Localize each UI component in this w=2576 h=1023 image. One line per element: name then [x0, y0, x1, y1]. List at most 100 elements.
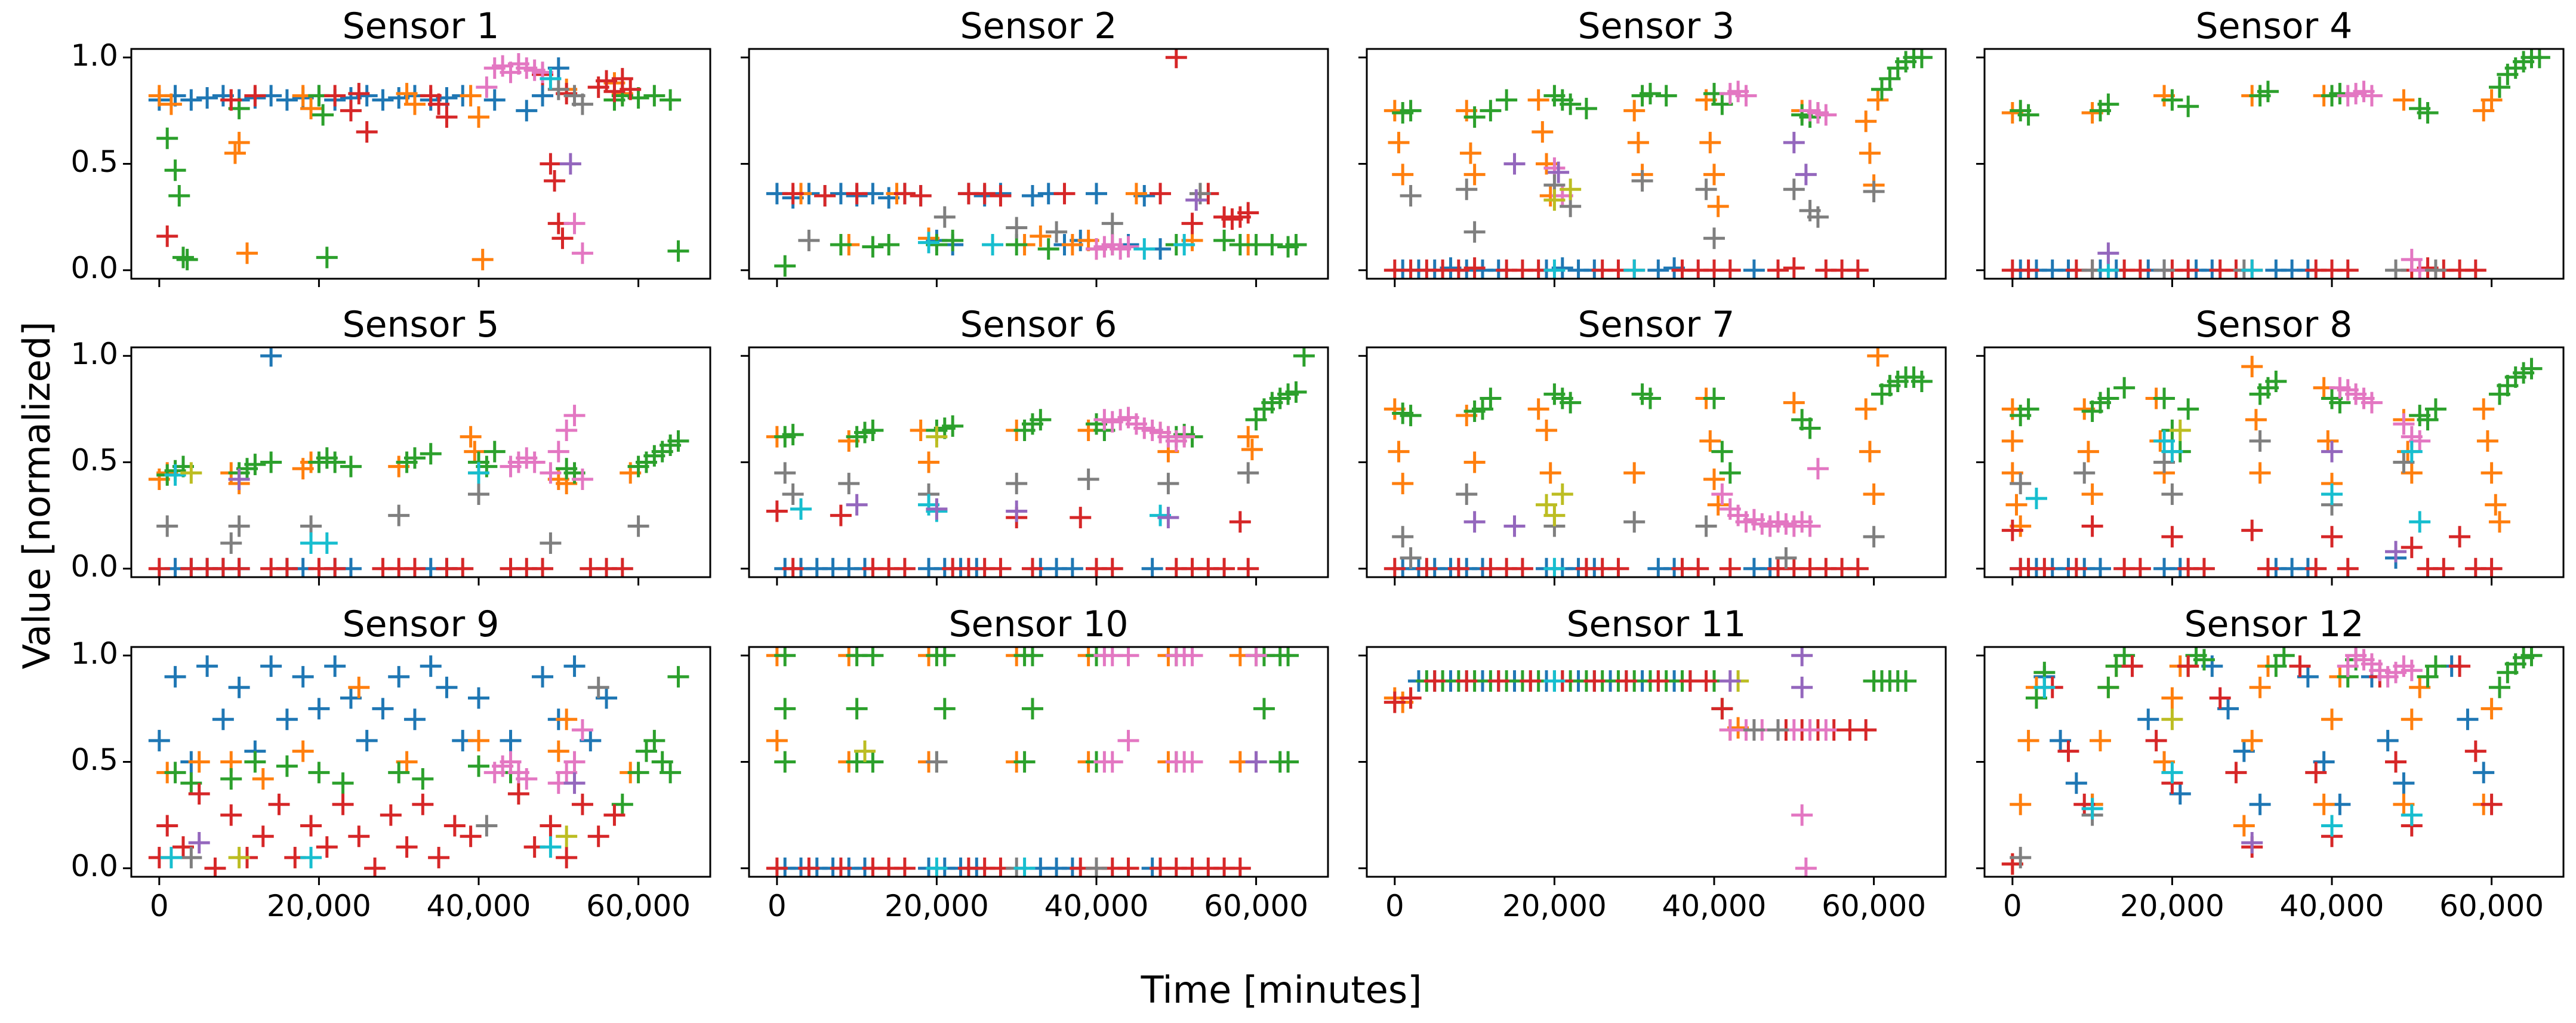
data-point	[2209, 687, 2231, 709]
series-pink	[2329, 377, 2431, 452]
data-point	[2401, 537, 2423, 559]
data-point	[1117, 729, 1139, 751]
data-point	[1061, 557, 1083, 577]
data-point	[838, 473, 860, 495]
series-gray	[2010, 430, 2415, 516]
data-point	[1185, 189, 1207, 211]
data-point	[1141, 557, 1163, 577]
data-point	[660, 89, 682, 111]
data-point	[2257, 81, 2279, 103]
data-point	[2097, 676, 2119, 698]
data-point	[220, 804, 242, 826]
data-point	[2481, 793, 2503, 815]
data-point	[926, 751, 948, 773]
data-point	[292, 740, 314, 762]
data-point	[2377, 729, 2399, 751]
data-point	[1855, 719, 1877, 741]
data-point	[420, 655, 442, 677]
data-point	[1859, 440, 1881, 463]
data-point	[2424, 655, 2446, 677]
data-point	[1791, 647, 1813, 667]
series-purple	[1185, 189, 1207, 211]
data-point	[1037, 238, 1059, 260]
panel-sensor-2: Sensor 2	[741, 5, 1329, 287]
panel-title: Sensor 10	[948, 603, 1128, 645]
data-point	[1863, 180, 1885, 202]
data-point	[1117, 236, 1139, 258]
data-point	[156, 127, 178, 149]
data-point	[2249, 430, 2271, 452]
data-point	[1655, 85, 1677, 107]
data-point	[1615, 670, 1637, 692]
panel-sensor-8: Sensor 8	[1976, 304, 2565, 586]
data-point	[1623, 100, 1646, 122]
plot-area	[766, 647, 1299, 877]
panel-sensor-6: Sensor 6	[741, 304, 1329, 586]
data-point	[1575, 97, 1597, 119]
y-tick-label: 0.5	[70, 144, 118, 179]
data-point	[156, 815, 178, 837]
data-point	[540, 532, 562, 554]
data-point	[1719, 462, 1741, 484]
data-point	[2424, 398, 2446, 420]
data-point	[468, 483, 489, 505]
series-green	[156, 430, 689, 486]
data-point	[228, 131, 250, 153]
data-point	[468, 687, 489, 709]
data-point	[196, 655, 218, 677]
series-orange	[1383, 89, 1889, 217]
data-point	[1245, 647, 1267, 667]
data-point	[790, 498, 812, 520]
series-pink	[1086, 233, 1139, 260]
data-point	[2065, 772, 2087, 794]
data-point	[168, 184, 190, 207]
data-point	[276, 708, 298, 731]
data-point	[2033, 557, 2056, 577]
data-point	[2321, 708, 2343, 731]
data-point	[846, 494, 868, 516]
data-point	[2464, 259, 2486, 279]
data-point	[188, 751, 210, 773]
plot-area	[1383, 347, 1933, 577]
data-point	[1543, 557, 1566, 577]
data-point	[830, 233, 852, 255]
series-purple	[559, 153, 581, 175]
data-point	[1911, 371, 1933, 393]
data-point	[1487, 670, 1509, 692]
series-pink	[500, 405, 593, 491]
data-point	[2097, 242, 2119, 264]
data-point	[1400, 405, 1422, 427]
data-point	[1086, 857, 1107, 877]
data-point	[2449, 526, 2471, 548]
series-pink	[1093, 406, 1195, 452]
series-red	[782, 49, 1259, 260]
data-point	[1021, 647, 1043, 667]
data-point	[1277, 647, 1299, 667]
series-cyan	[926, 857, 1036, 877]
data-point	[862, 647, 884, 667]
data-point	[1695, 515, 1717, 537]
series-gray	[180, 676, 609, 868]
data-point	[563, 751, 586, 773]
data-point	[1463, 106, 1486, 128]
data-point	[1560, 392, 1582, 414]
data-point	[2241, 831, 2263, 853]
data-point	[2393, 89, 2415, 111]
data-point	[1456, 178, 1478, 201]
data-point	[559, 153, 581, 175]
y-tick-label: 0.0	[70, 849, 118, 883]
series-cyan	[540, 67, 562, 90]
data-point	[2449, 655, 2471, 677]
data-point	[1703, 469, 1725, 491]
data-point	[476, 76, 498, 98]
data-point	[1539, 462, 1561, 484]
data-point	[220, 532, 242, 554]
data-point	[220, 89, 242, 111]
data-point	[846, 698, 868, 720]
plot-area	[148, 53, 689, 270]
series-purple	[1503, 131, 1817, 186]
data-point	[212, 708, 234, 731]
data-point	[436, 676, 458, 698]
data-point	[933, 698, 956, 720]
data-point	[2017, 104, 2039, 126]
